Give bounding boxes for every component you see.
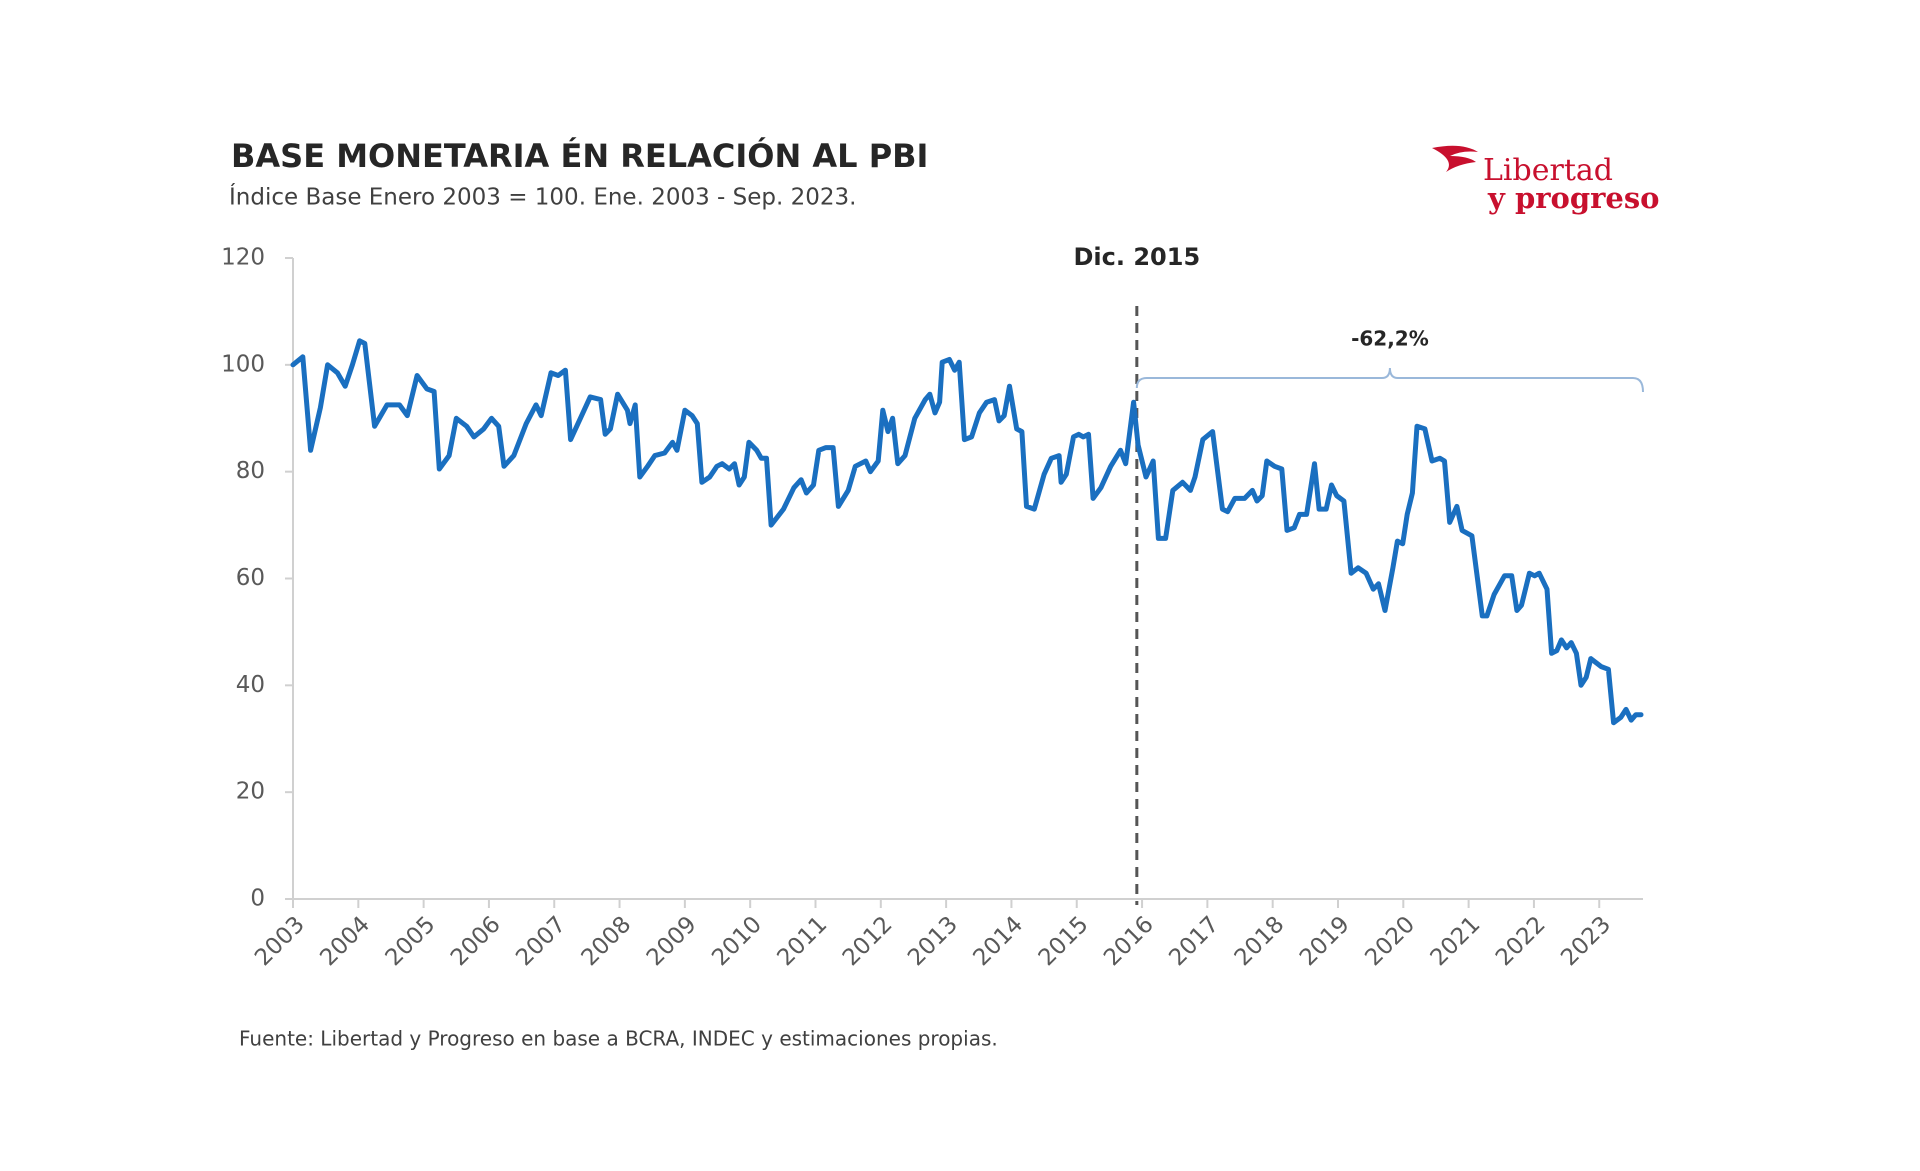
x-tick-label: 2010 (707, 911, 767, 971)
chart-subtitle: Índice Base Enero 2003 = 100. Ene. 2003 … (229, 183, 856, 211)
annotation: Dic. 2015 (1074, 243, 1201, 271)
y-tick-label: 100 (221, 351, 265, 377)
x-tick-label: 2018 (1230, 911, 1290, 971)
data-line (290, 338, 1644, 726)
x-tick-label: 2020 (1360, 911, 1420, 971)
x-tick-label: 2021 (1426, 911, 1486, 971)
logo-text: Libertad (1483, 153, 1613, 188)
x-tick-label: 2007 (511, 911, 571, 971)
y-tick-label: 20 (236, 779, 265, 805)
y-tick-label: 120 (221, 245, 265, 271)
y-tick-label: 40 (236, 672, 265, 698)
x-tick-label: 2017 (1164, 911, 1224, 971)
x-tick-label: 2003 (250, 911, 310, 971)
chart-title: BASE MONETARIA ÉN RELACIÓN AL PBI (231, 136, 928, 175)
x-tick-label: 2004 (315, 911, 375, 971)
logo: Libertad y progreso (1432, 145, 1660, 215)
x-tick-label: 2012 (838, 911, 898, 971)
x-tick-label: 2006 (446, 911, 506, 971)
x-tick-label: 2016 (1099, 911, 1159, 971)
source-note: Fuente: Libertad y Progreso en base a BC… (239, 1027, 998, 1051)
x-tick-label: 2013 (903, 911, 963, 971)
x-tick-label: 2023 (1556, 911, 1616, 971)
logo-icon (1432, 145, 1478, 172)
y-tick-label: 0 (250, 886, 265, 912)
x-tick-label: 2015 (1034, 911, 1094, 971)
annotation: -62,2% (1351, 327, 1429, 351)
x-tick-label: 2019 (1295, 911, 1355, 971)
x-tick-label: 2009 (642, 911, 702, 971)
x-tick-label: 2022 (1491, 911, 1551, 971)
y-tick-label: 80 (236, 458, 265, 484)
x-tick-label: 2008 (577, 911, 637, 971)
x-tick-label: 2011 (773, 911, 833, 971)
bracket (1135, 367, 1644, 393)
x-tick-label: 2014 (968, 911, 1028, 971)
x-tick-label: 2005 (381, 911, 441, 971)
y-tick-label: 60 (236, 565, 265, 591)
logo-text: y progreso (1487, 181, 1660, 215)
